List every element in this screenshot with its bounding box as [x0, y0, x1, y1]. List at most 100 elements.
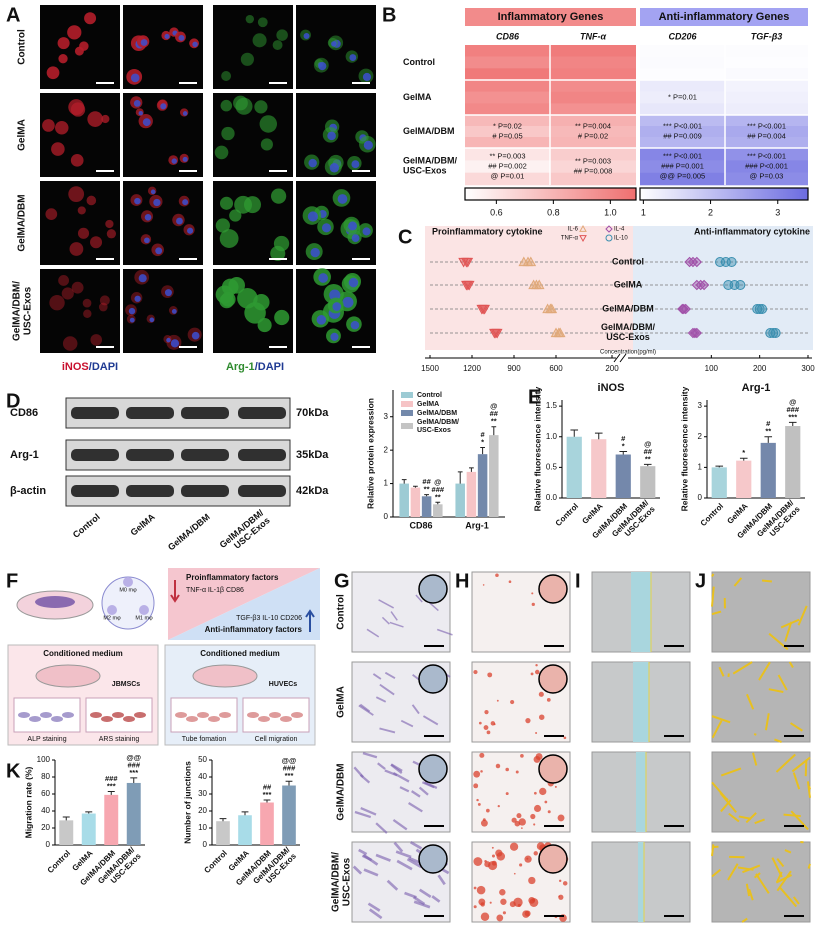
- heatmap-cell: [465, 103, 550, 116]
- nodule: [557, 814, 565, 822]
- nodule: [495, 573, 499, 578]
- error-bar: [413, 485, 418, 488]
- blot-band: [71, 407, 119, 419]
- nodule: [539, 787, 547, 796]
- stained-cell: [411, 704, 420, 715]
- nucleus: [351, 160, 360, 169]
- gene-label: TGF-β3: [751, 31, 783, 41]
- nodule: [488, 861, 498, 871]
- micrograph: [296, 93, 376, 177]
- tube: [718, 666, 725, 677]
- x-tick-label: CD86: [409, 520, 432, 530]
- significance: ##: [422, 477, 431, 486]
- nodule: [473, 886, 477, 890]
- gene-label: CD86: [496, 31, 520, 41]
- heatmap-cell: [465, 148, 550, 161]
- stained-cell: [408, 802, 423, 813]
- stained-cell: [409, 841, 423, 850]
- significance: # P=0.05: [492, 131, 522, 140]
- row-label: GelMA/DBM: [336, 763, 347, 820]
- significance: ##: [644, 447, 653, 456]
- significance: ###: [127, 760, 140, 769]
- significance: **: [435, 492, 441, 501]
- blot-band: [181, 407, 229, 419]
- protein-label: β-actin: [10, 485, 46, 497]
- micrograph: [711, 661, 811, 743]
- assay-cell: [280, 716, 292, 722]
- stained-cell: [354, 810, 372, 819]
- y-tick-label: 80: [41, 772, 50, 781]
- significance: ## P=0.002: [488, 161, 527, 170]
- x-tick-label: GelMA/DBM/USC-Exos: [755, 498, 802, 545]
- cell: [219, 229, 239, 248]
- nodule: [478, 721, 482, 725]
- colorbar-tick-label: 1: [641, 207, 646, 217]
- nodule: [476, 885, 486, 895]
- heatmap-cell: [640, 91, 725, 104]
- tube: [761, 579, 772, 583]
- cell: [101, 114, 110, 124]
- assay-cell: [40, 712, 52, 718]
- macrophage: [139, 605, 149, 615]
- nucleus: [329, 163, 340, 173]
- tube: [748, 888, 754, 901]
- significance: ###: [105, 774, 118, 783]
- nucleus: [178, 34, 185, 41]
- row-label: GelMA: [336, 686, 347, 718]
- tube: [711, 573, 715, 577]
- nodule: [473, 783, 479, 789]
- cell: [229, 209, 242, 222]
- stained-cell: [367, 902, 381, 912]
- stained-cell: [375, 853, 391, 862]
- x2-tick-label: 300: [801, 364, 815, 373]
- nucleus: [192, 41, 198, 48]
- panel-label: J: [695, 570, 706, 592]
- micrograph: [213, 269, 293, 353]
- nucleus: [149, 317, 155, 323]
- tube: [711, 720, 723, 739]
- heatmap-cell: [725, 80, 808, 92]
- tube: [792, 772, 801, 790]
- nucleus: [327, 131, 336, 141]
- micrograph: [40, 269, 120, 353]
- significance: #: [621, 434, 626, 443]
- gene-label: TNF-α: [580, 31, 606, 41]
- nodule: [491, 854, 495, 858]
- tube: [753, 872, 761, 879]
- nodule: [533, 791, 537, 795]
- stain-label-part: Arg-1: [226, 361, 255, 373]
- heatmap-cell: [550, 115, 636, 127]
- error-bar: [788, 421, 797, 427]
- cell: [82, 298, 92, 308]
- cell: [220, 99, 233, 112]
- row-label: GelMA: [403, 92, 432, 102]
- bar: [421, 496, 432, 517]
- nucleus: [351, 234, 360, 243]
- heatmap-cell: [550, 148, 636, 161]
- stained-cell: [411, 790, 421, 798]
- micrograph: [711, 571, 811, 653]
- stain-label-part: /DAPI: [255, 361, 284, 373]
- nodule: [531, 592, 534, 595]
- nodule: [510, 700, 515, 705]
- micrograph: [471, 571, 571, 653]
- nodule: [484, 710, 489, 715]
- x-tick-label: Arg-1: [465, 520, 489, 530]
- tube: [741, 917, 748, 923]
- micrograph: [591, 571, 691, 653]
- text-line: USC-Exos: [341, 857, 352, 906]
- protein-label: Arg-1: [10, 449, 39, 461]
- nodule: [497, 804, 500, 808]
- tube: [733, 577, 743, 587]
- micrograph: [471, 841, 571, 923]
- schematic-text: Proinflammatory factors: [186, 573, 279, 582]
- micrograph: [351, 751, 451, 834]
- tube: [784, 849, 792, 854]
- nucleus: [171, 158, 177, 164]
- stained-cell: [412, 673, 420, 681]
- schematic-text: TGF-β3 IL-10 CD206: [236, 615, 302, 622]
- heatmap-cell: [640, 115, 725, 127]
- nucleus: [142, 118, 151, 127]
- marker: [463, 280, 475, 291]
